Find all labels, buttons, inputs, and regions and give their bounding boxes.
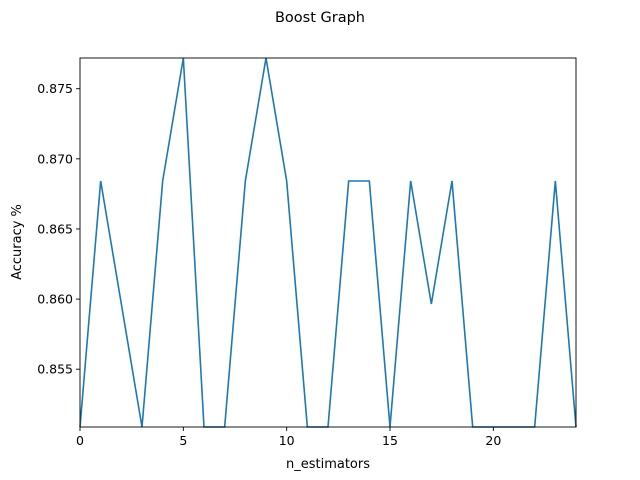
y-axis-label: Accuracy % [10,204,25,280]
x-tick-label: 10 [279,433,295,448]
y-tick-label: 0.870 [37,151,73,166]
x-tick-label: 15 [382,433,398,448]
x-tick-label: 5 [179,433,187,448]
x-axis-label: n_estimators [286,457,370,472]
y-tick-label: 0.875 [37,81,73,96]
chart-title: Boost Graph [275,10,365,26]
x-tick-label: 20 [485,433,501,448]
y-tick-label: 0.855 [37,362,73,377]
y-tick-label: 0.865 [37,221,73,236]
y-tick-label: 0.860 [37,292,73,307]
x-tick-label: 0 [76,433,84,448]
